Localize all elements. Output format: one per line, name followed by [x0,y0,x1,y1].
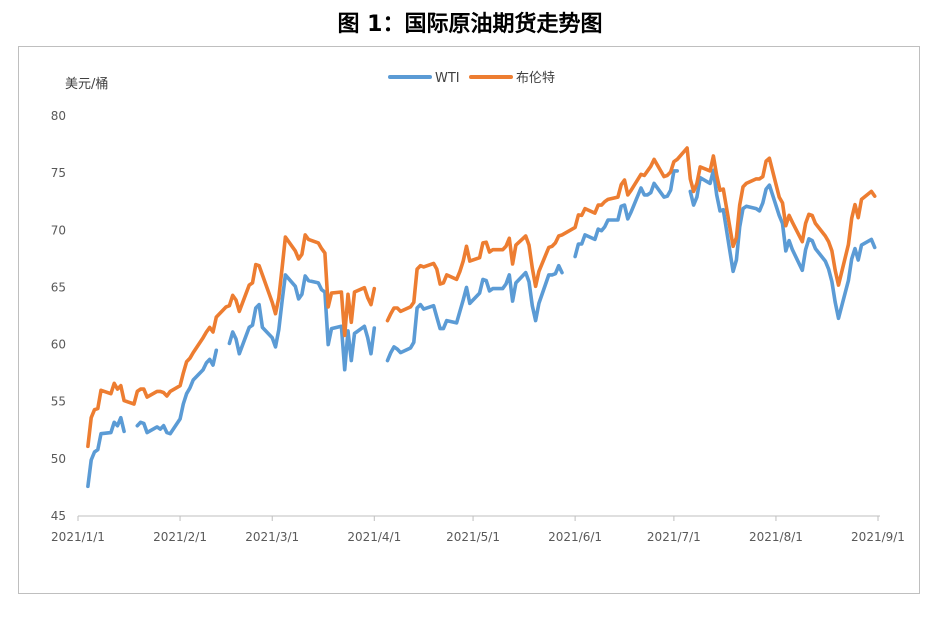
y-tick-label: 75 [51,166,66,180]
x-tick-label: 2021/2/1 [153,530,207,544]
series-lines [86,146,877,489]
series-line-wti [86,168,877,489]
x-tick-label: 2021/5/1 [446,530,500,544]
x-axis: 2021/1/1 2021/2/1 2021/3/1 2021/4/1 2021/5/1… [51,515,905,544]
y-tick-label: 70 [51,223,66,237]
y-tick-label: 60 [51,338,66,352]
legend-label-wti: WTI [435,71,460,86]
series-line-brent [86,146,877,449]
y-axis-unit-label: 美元/桶 [65,77,108,92]
x-tick-label: 2021/4/1 [347,530,401,544]
chart-legend: WTI 布伦特 [388,71,555,86]
x-tick-label: 2021/9/1 [851,530,905,544]
x-tick-label: 2021/6/1 [548,530,602,544]
chart-frame [18,46,920,594]
y-axis: 45 50 55 60 65 70 75 80 [51,109,66,523]
x-tick-label: 2021/8/1 [749,530,803,544]
x-tick-label: 2021/1/1 [51,530,105,544]
y-tick-label: 45 [51,509,66,523]
y-tick-label: 50 [51,452,66,466]
y-tick-label: 80 [51,109,66,123]
x-tick-label: 2021/7/1 [647,530,701,544]
figure-title: 图 1：国际原油期货走势图 [337,12,603,37]
legend-label-brent: 布伦特 [516,71,555,86]
x-tick-label: 2021/3/1 [245,530,299,544]
y-tick-label: 65 [51,280,66,294]
y-tick-label: 55 [51,395,66,409]
